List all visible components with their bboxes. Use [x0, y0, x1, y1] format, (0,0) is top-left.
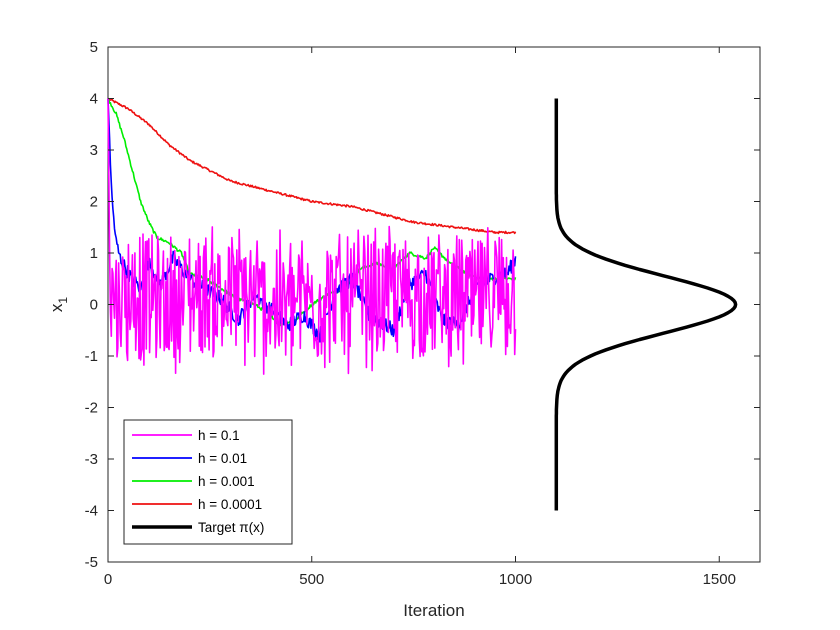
x-tick-label: 500 [299, 571, 324, 588]
y-axis-label: x1 [47, 297, 70, 313]
x-axis-label: Iteration [403, 601, 464, 620]
y-tick-label: 3 [90, 142, 98, 159]
series-layer [107, 97, 738, 511]
y-tick-label: 4 [90, 91, 98, 108]
series-line-0 [107, 98, 517, 375]
legend-label: h = 0.01 [198, 451, 247, 466]
legend-box [123, 419, 293, 545]
x-tick-label: 1000 [499, 571, 532, 588]
x-tick-label: 0 [104, 571, 112, 588]
y-tick-label: -2 [85, 400, 98, 417]
legend-label: h = 0.1 [198, 428, 240, 443]
x-tick-label: 1500 [703, 571, 736, 588]
y-tick-label: -3 [85, 451, 98, 468]
y-tick-label: -5 [85, 554, 98, 571]
legend-label: h = 0.001 [198, 474, 255, 489]
target-density-line [554, 98, 738, 511]
y-axis-label-main: x [47, 303, 66, 312]
series-line-1 [107, 98, 517, 343]
y-axis-label-subscript: 1 [56, 297, 70, 304]
y-tick-label: 2 [90, 194, 98, 211]
series-line-3 [107, 97, 517, 235]
y-tick-label: 1 [90, 245, 98, 262]
legend: h = 0.1 h = 0.01 h = 0.001 h = 0.0001 Target… [123, 419, 293, 545]
y-tick-label: -1 [85, 348, 98, 365]
legend-label: h = 0.0001 [198, 497, 262, 512]
y-tick-label: 0 [90, 297, 98, 314]
axes-layer: 0 500 1000 1500 5 4 3 2 1 0 -1 -2 -3 -4 -5 [85, 39, 760, 588]
legend-label: Target π(x) [198, 520, 264, 535]
y-tick-label: -4 [85, 503, 98, 520]
y-tick-label: 5 [90, 39, 98, 56]
